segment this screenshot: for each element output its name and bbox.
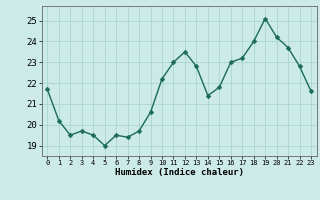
X-axis label: Humidex (Indice chaleur): Humidex (Indice chaleur) — [115, 168, 244, 177]
